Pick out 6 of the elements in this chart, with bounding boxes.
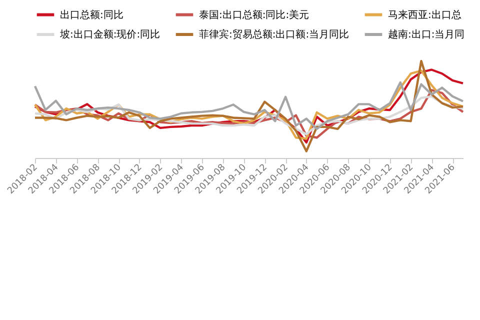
legend-label: 出口总额:同比: [60, 8, 124, 21]
legend-label: 泰国:出口总额:同比:美元: [199, 8, 310, 21]
legend-label: 坡:出口金额:现价:同比: [59, 28, 160, 40]
legend-label: 菲律宾:贸易总额:出口额:当月同比: [199, 28, 350, 40]
legend-label: 马来西亚:出口总: [388, 8, 462, 21]
legend-label: 越南:出口:当月同: [388, 28, 465, 40]
